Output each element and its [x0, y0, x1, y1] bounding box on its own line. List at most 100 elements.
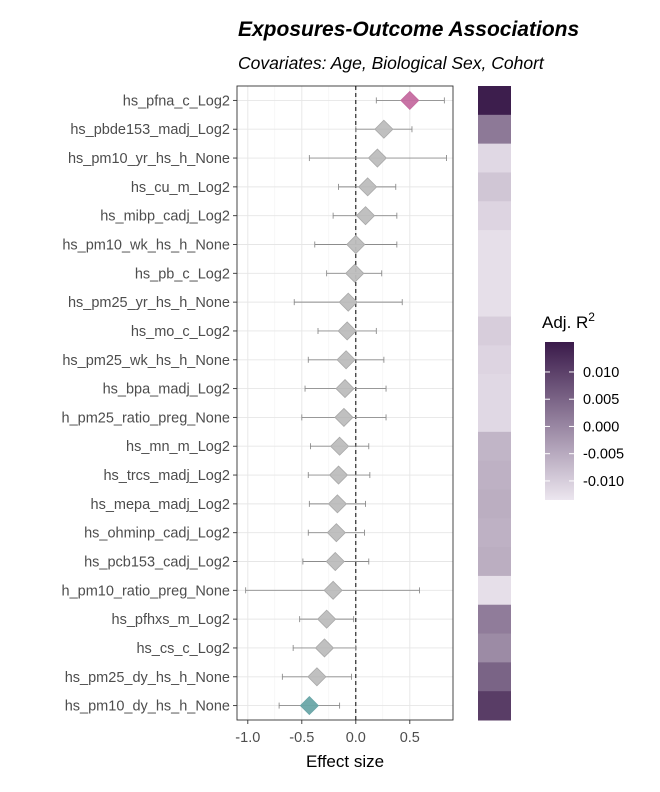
y-tick-label: hs_pm10_dy_hs_h_None — [65, 699, 230, 715]
estimate-diamond — [337, 321, 357, 341]
y-axis-labels: hs_pfna_c_Log2 hs_pbde153_madj_Log2 hs_pm1… — [62, 93, 237, 715]
y-tick-label: h_pm25_ratio_preg_None — [62, 410, 231, 426]
estimate-diamond — [338, 292, 358, 312]
legend-title-superscript: 2 — [588, 310, 595, 324]
heat-cell — [478, 374, 511, 404]
heat-cell — [478, 460, 511, 490]
y-tick-label: hs_ohminp_cadj_Log2 — [84, 526, 230, 542]
legend-tick-label: -0.005 — [583, 447, 624, 463]
estimate-diamond — [346, 234, 366, 255]
estimate-diamond — [335, 379, 355, 399]
forest-row — [317, 321, 377, 341]
chart-title: Exposures-Outcome Associations — [238, 18, 580, 41]
adj-r2-legend: Adj. R2 0.010 0.005 0.000 -0.005 -0.010 — [542, 310, 624, 500]
heat-cell — [478, 489, 511, 519]
forest-row — [292, 638, 357, 658]
estimate-diamond — [367, 148, 387, 168]
legend-tick-label: 0.000 — [583, 419, 619, 435]
x-axis-title: Effect size — [306, 752, 384, 771]
forest-row — [308, 148, 447, 168]
y-tick-label: hs_mepa_madj_Log2 — [91, 497, 230, 513]
x-tick-label: 0.0 — [346, 730, 366, 746]
forest-row — [299, 609, 355, 629]
heat-cell — [478, 518, 511, 548]
y-tick-label: hs_bpa_madj_Log2 — [103, 382, 230, 398]
estimate-diamond — [400, 90, 420, 110]
heat-cell — [478, 143, 511, 173]
heat-cell — [478, 86, 511, 116]
chart-subtitle: Covariates: Age, Biological Sex, Cohort — [238, 53, 544, 73]
forest-row — [301, 407, 387, 427]
plot-panel — [236, 85, 454, 721]
legend-colorbar — [545, 342, 574, 500]
estimate-diamond — [326, 523, 346, 543]
forest-row — [278, 696, 341, 716]
forest-row — [314, 234, 398, 255]
estimate-diamond — [323, 580, 343, 600]
y-tick-label: hs_mo_c_Log2 — [131, 324, 230, 340]
estimate-diamond — [328, 465, 349, 485]
forest-row — [375, 90, 445, 110]
y-tick-label: hs_pfna_c_Log2 — [123, 93, 230, 109]
y-tick-label: hs_pm25_yr_hs_h_None — [68, 295, 230, 311]
forest-row — [281, 667, 352, 687]
legend-title-text: Adj. R — [542, 313, 588, 332]
heat-cell — [478, 258, 511, 289]
y-tick-label: hs_pcb153_cadj_Log2 — [84, 555, 230, 571]
estimate-diamond — [358, 177, 378, 197]
y-tick-label: hs_pm25_dy_hs_h_None — [65, 670, 230, 686]
forest-row — [326, 263, 383, 283]
heat-cell — [478, 316, 511, 346]
estimate-diamond — [355, 206, 376, 226]
y-tick-label: hs_pm10_yr_hs_h_None — [68, 151, 230, 167]
y-tick-label: h_pm10_ratio_preg_None — [62, 583, 231, 599]
y-tick-label: hs_pb_c_Log2 — [135, 266, 230, 282]
estimate-diamond — [336, 350, 356, 370]
y-tick-label: hs_pfhxs_m_Log2 — [112, 612, 231, 628]
heat-cell — [478, 575, 511, 606]
y-tick-label: hs_mibp_cadj_Log2 — [100, 209, 230, 225]
estimate-diamond — [327, 494, 348, 514]
y-tick-label: hs_cs_c_Log2 — [136, 641, 230, 657]
estimate-diamond — [330, 436, 350, 456]
legend-tick-label: 0.010 — [583, 365, 619, 381]
x-tick-label: -0.5 — [289, 730, 314, 746]
heat-cell — [478, 345, 511, 375]
heat-cell — [478, 172, 511, 202]
heat-cell — [478, 662, 511, 692]
x-tick-label: 0.5 — [400, 730, 420, 746]
y-tick-label: hs_pm10_wk_hs_h_None — [62, 238, 230, 254]
estimate-diamond — [325, 551, 345, 572]
heat-cell — [478, 633, 511, 663]
estimate-diamond — [307, 667, 327, 687]
estimate-diamond — [374, 119, 394, 139]
y-tick-label: hs_pm25_wk_hs_h_None — [62, 353, 230, 369]
forest-row — [307, 350, 385, 370]
forest-row — [304, 379, 387, 399]
estimate-diamond — [345, 263, 365, 283]
heat-cell — [478, 287, 511, 318]
forest-row — [307, 523, 365, 543]
heat-cell — [478, 604, 511, 635]
heat-cell — [478, 114, 511, 145]
forest-row — [355, 119, 413, 139]
y-tick-label: hs_pbde153_madj_Log2 — [70, 122, 230, 138]
legend-title: Adj. R2 — [542, 310, 595, 332]
forest-row — [309, 436, 370, 456]
x-tick-label: -1.0 — [235, 730, 260, 746]
forest-row — [307, 465, 371, 485]
forest-row — [332, 206, 398, 226]
x-axis: -1.0 -0.5 0.0 0.5 — [235, 720, 420, 746]
estimate-diamond — [317, 609, 337, 629]
heat-cell — [478, 403, 511, 433]
legend-tick-label: -0.010 — [583, 474, 624, 490]
heat-cell — [478, 230, 511, 260]
legend-tick-label: 0.005 — [583, 392, 619, 408]
panel-border — [236, 85, 454, 721]
heat-cell — [478, 431, 511, 462]
heat-cell — [478, 691, 511, 721]
forest-row — [338, 177, 397, 197]
estimate-diamond — [299, 696, 319, 716]
estimate-diamond — [334, 407, 354, 427]
